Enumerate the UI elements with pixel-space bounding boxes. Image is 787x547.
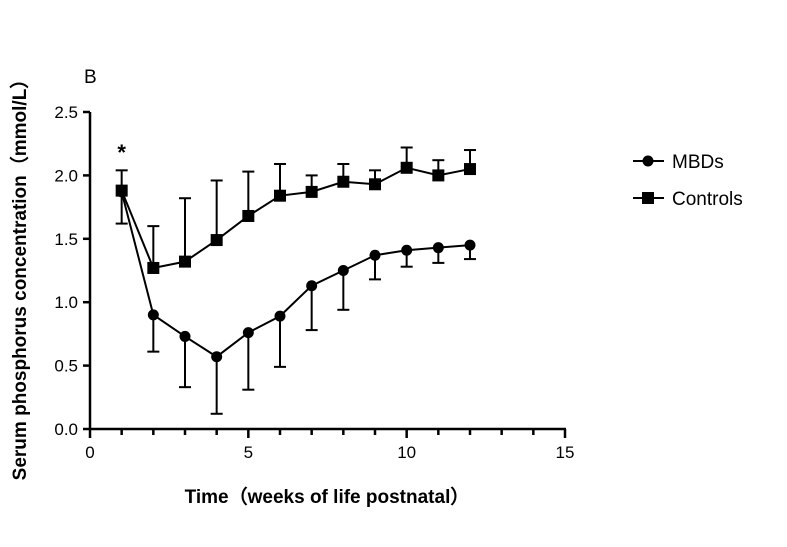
- data-point: [401, 244, 413, 256]
- series-controls: [115, 146, 476, 274]
- y-tick-label: 2.0: [54, 166, 78, 185]
- y-tick-label: 0.0: [54, 420, 78, 439]
- data-point: [210, 234, 223, 247]
- data-point: [115, 184, 128, 197]
- y-tick-label: 0.5: [54, 357, 78, 376]
- significance-marker: *: [117, 140, 126, 165]
- x-axis-label: Time（weeks of life postnatal）: [185, 485, 470, 508]
- data-point: [464, 239, 476, 251]
- x-tick-label: 0: [85, 443, 94, 462]
- data-point: [242, 209, 255, 222]
- data-point: [400, 161, 413, 174]
- data-point: [337, 265, 349, 276]
- data-point: [179, 330, 191, 342]
- data-point: [147, 261, 160, 274]
- x-tick-label: 10: [397, 443, 416, 462]
- legend-label: MBDs: [672, 152, 724, 173]
- data-point: [464, 163, 476, 176]
- data-point: [147, 309, 159, 321]
- x-tick-label: 15: [556, 443, 575, 462]
- series-mbds: [115, 186, 476, 415]
- series-line: [120, 166, 471, 270]
- data-point: [274, 310, 286, 322]
- y-tick-label: 2.5: [54, 103, 78, 122]
- data-point: [369, 178, 381, 191]
- x-tick-label: 5: [244, 443, 253, 462]
- data-point: [242, 327, 254, 339]
- data-point: [432, 242, 444, 254]
- data-point: [369, 249, 381, 261]
- series-line: [120, 191, 471, 358]
- legend-label: Controls: [672, 189, 743, 210]
- data-point: [305, 185, 318, 198]
- data-point: [337, 175, 350, 188]
- legend-marker: [642, 192, 654, 204]
- data-point: [432, 169, 445, 182]
- y-tick-label: 1.0: [54, 293, 78, 312]
- data-point: [179, 255, 191, 268]
- data-point: [306, 280, 318, 292]
- legend-marker: [642, 155, 654, 167]
- data-point: [211, 351, 223, 363]
- y-axis-label: Serum phosphorus concentration（mmol/L）: [8, 70, 31, 481]
- y-tick-label: 1.5: [54, 230, 78, 249]
- panel-label: B: [84, 67, 97, 88]
- data-point: [274, 189, 286, 202]
